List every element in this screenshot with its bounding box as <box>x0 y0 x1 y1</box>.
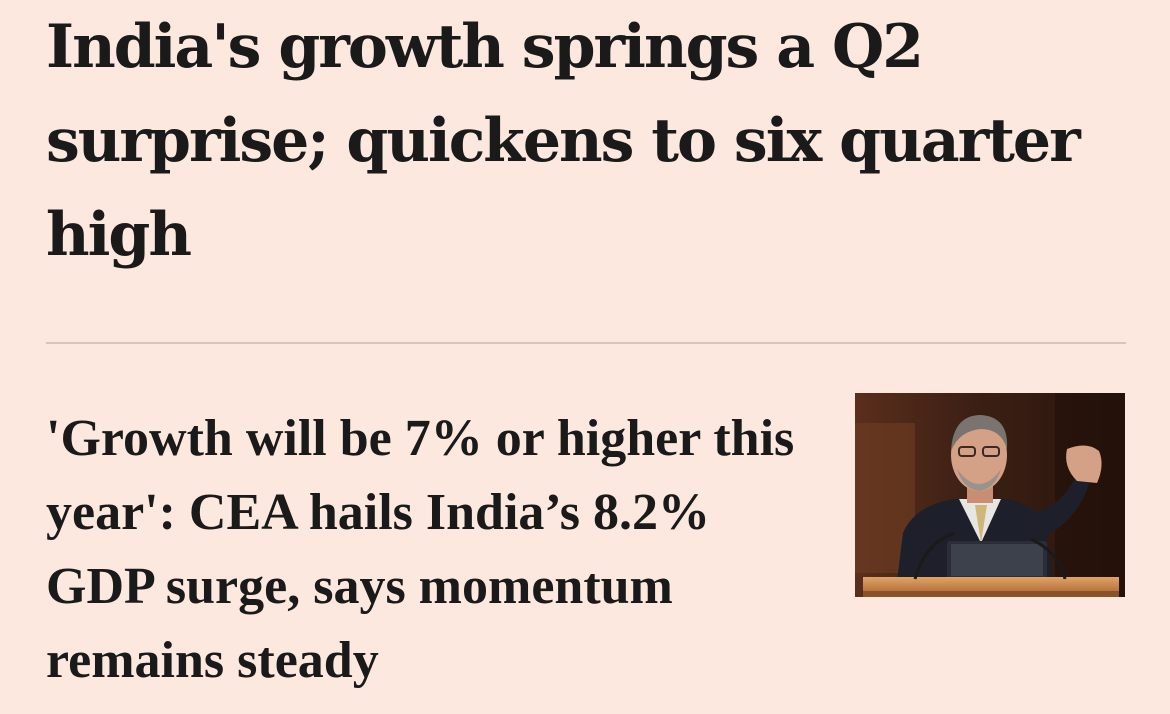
section-divider <box>46 342 1126 344</box>
related-story-title[interactable]: 'Growth will be 7% or higher this year':… <box>46 410 795 689</box>
article-headline: India's growth springs a Q2 surprise; qu… <box>46 12 1081 270</box>
speaker-at-podium-illustration <box>855 393 1125 597</box>
related-story-image[interactable] <box>855 393 1125 597</box>
